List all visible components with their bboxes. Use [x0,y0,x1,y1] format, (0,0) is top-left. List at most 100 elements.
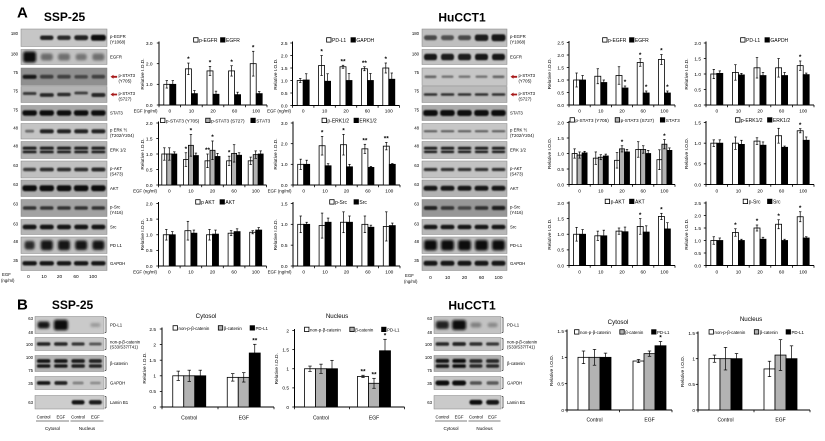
svg-text:(ng/ml): (ng/ml) [404,279,418,284]
svg-text:β-catenin: β-catenin [507,361,525,366]
svg-text:p-STAT3: p-STAT3 [519,73,536,78]
svg-text:1.0: 1.0 [281,162,288,168]
svg-text:(S33/S37/T41): (S33/S37/T41) [110,345,139,350]
svg-text:*: * [624,79,627,86]
svg-text:p-Src: p-Src [510,204,521,209]
svg-text:*: * [663,133,666,140]
svg-text:SSP-25: SSP-25 [44,10,86,24]
svg-text:1.5: 1.5 [557,216,564,222]
svg-text:60: 60 [231,189,237,195]
svg-text:48: 48 [13,126,18,131]
svg-text:10: 10 [736,189,742,195]
svg-text:1.5: 1.5 [149,358,156,364]
svg-text:2.0: 2.0 [557,53,564,59]
svg-text:PD-L1: PD-L1 [110,323,123,328]
svg-text:**: ** [340,59,346,66]
svg-text:*: * [211,134,214,141]
svg-text:2.0: 2.0 [281,53,288,59]
svg-text:48: 48 [414,126,419,131]
svg-text:*: * [384,333,387,340]
svg-text:p-ERK1/2: p-ERK1/2 [327,119,349,125]
svg-text:63: 63 [414,182,419,187]
svg-text:20: 20 [344,189,350,195]
svg-text:Cytosol: Cytosol [443,426,458,431]
svg-text:PD-L1: PD-L1 [332,38,346,44]
svg-text:63: 63 [414,202,419,207]
svg-text:100: 100 [252,189,260,195]
svg-text:β-catenin: β-catenin [355,328,374,333]
svg-text:1.0: 1.0 [146,82,153,88]
svg-text:p-STAT3 (Y705): p-STAT3 (Y705) [166,119,200,124]
svg-text:EGFR: EGFR [510,55,522,60]
svg-text:100: 100 [660,270,668,276]
svg-text:0.0: 0.0 [281,103,288,109]
svg-text:10: 10 [736,109,742,115]
svg-text:2: 2 [153,342,156,348]
svg-text:35: 35 [13,258,18,263]
svg-text:75: 75 [414,89,419,94]
svg-text:*: * [799,122,802,129]
svg-text:0.0: 0.0 [557,263,564,269]
svg-text:1.5: 1.5 [688,331,695,337]
svg-text:0: 0 [153,405,156,411]
svg-text:GAPDH: GAPDH [110,381,125,386]
svg-text:β-catenin: β-catenin [110,361,128,366]
svg-text:180: 180 [412,31,420,36]
svg-text:20: 20 [757,189,763,195]
svg-text:EGF (ng/ml): EGF (ng/ml) [268,270,292,275]
svg-text:EGF (ng/ml): EGF (ng/ml) [133,189,157,194]
svg-text:60: 60 [231,270,237,276]
svg-text:Relative I.O.D.: Relative I.O.D. [549,355,555,386]
svg-text:48: 48 [414,239,419,244]
svg-text:0: 0 [286,405,289,411]
svg-text:GAPDH: GAPDH [110,261,125,266]
svg-text:63: 63 [13,182,18,187]
svg-text:0: 0 [302,189,305,195]
svg-text:63: 63 [414,163,419,168]
svg-text:p-STAT3 (S727): p-STAT3 (S727) [211,119,245,124]
svg-text:0: 0 [168,109,171,115]
svg-text:non-p-β-catenin: non-p-β-catenin [507,339,538,344]
svg-text:63: 63 [13,222,18,227]
svg-text:0: 0 [715,109,718,115]
svg-text:20: 20 [462,275,468,281]
svg-text:non-p-β-catenin: non-p-β-catenin [179,326,210,331]
svg-text:*: * [230,59,233,66]
svg-text:B: B [17,297,28,314]
svg-text:0: 0 [715,189,718,195]
svg-text:p-STAT3 (S727): p-STAT3 (S727) [621,118,655,123]
svg-text:**: ** [384,136,390,143]
svg-text:100: 100 [799,109,807,115]
svg-text:63: 63 [414,222,419,227]
svg-text:p-EGFR: p-EGFR [608,38,627,44]
svg-text:0.5: 0.5 [146,248,153,254]
svg-text:2: 2 [286,328,289,334]
svg-text:(T202/Y204): (T202/Y204) [110,133,134,138]
svg-text:AKT: AKT [635,200,645,206]
svg-text:p-STAT3: p-STAT3 [519,91,536,96]
svg-text:*: * [185,146,188,153]
svg-text:60: 60 [365,109,371,115]
svg-text:p-STAT3 (Y705): p-STAT3 (Y705) [575,118,609,123]
svg-text:PD L1: PD L1 [110,243,123,248]
svg-text:10: 10 [736,270,742,276]
svg-text:63: 63 [427,316,432,321]
svg-text:1.5: 1.5 [694,120,701,126]
svg-text:p-Src: p-Src [335,200,347,206]
svg-text:Relative I.O.D.: Relative I.O.D. [684,138,690,169]
svg-text:63: 63 [13,163,18,168]
svg-text:EGF: EGF [2,272,11,277]
svg-text:*: * [660,48,663,55]
svg-text:0: 0 [578,270,581,276]
svg-text:EGF (ng/ml): EGF (ng/ml) [267,109,291,114]
svg-text:EGF: EGF [91,415,100,420]
svg-text:p-EGFR: p-EGFR [510,34,526,39]
svg-text:63: 63 [13,202,18,207]
svg-text:0.0: 0.0 [281,264,288,270]
svg-text:2.0: 2.0 [694,41,701,47]
svg-text:**: ** [252,338,258,345]
svg-text:(ng/ml): (ng/ml) [1,278,15,283]
svg-text:**: ** [362,60,368,67]
svg-text:*: * [799,54,802,61]
svg-text:75: 75 [13,108,18,113]
